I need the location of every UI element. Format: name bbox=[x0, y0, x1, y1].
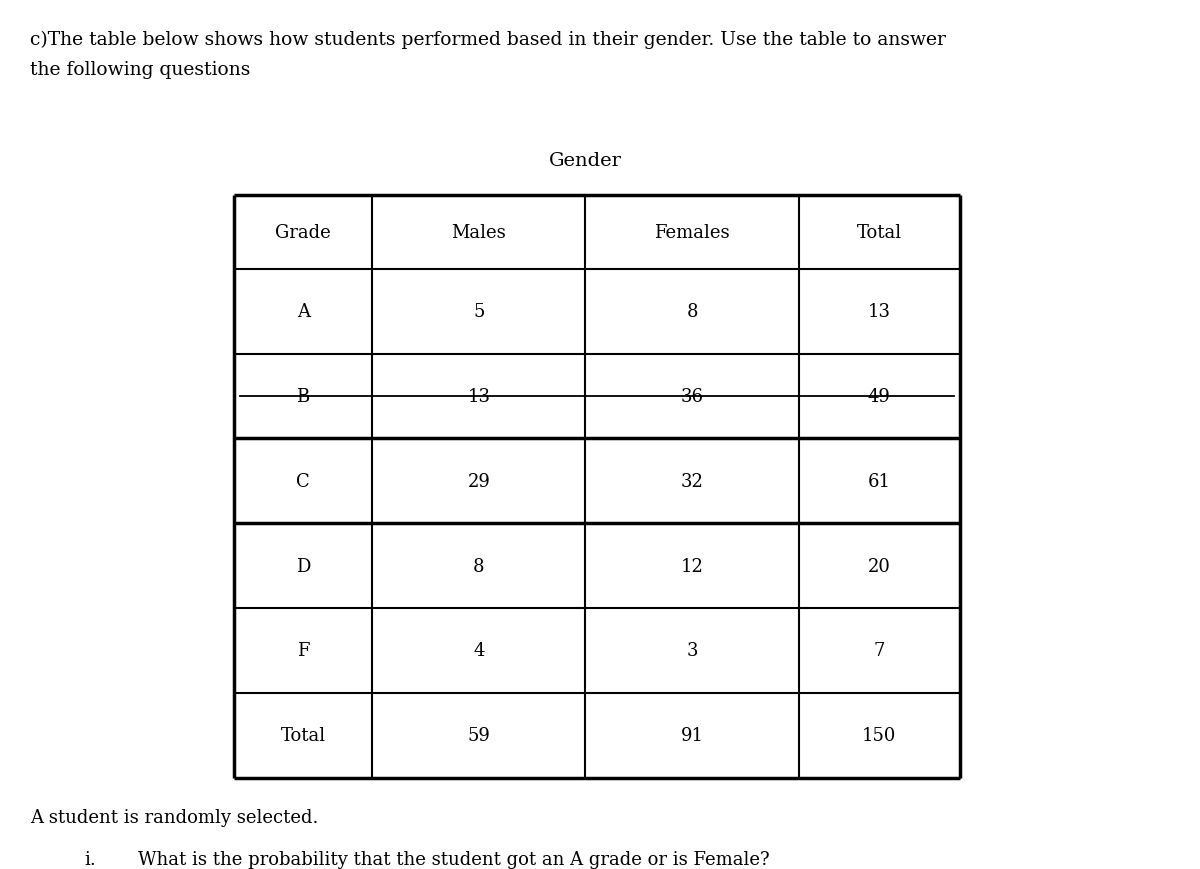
Text: Total: Total bbox=[281, 726, 325, 745]
Text: Females: Females bbox=[654, 223, 730, 242]
Text: 5: 5 bbox=[473, 302, 485, 321]
Text: c)The table below shows how students performed based in their gender. Use the ta: c)The table below shows how students per… bbox=[30, 30, 946, 49]
Text: 8: 8 bbox=[473, 557, 485, 575]
Text: 49: 49 bbox=[868, 388, 890, 406]
Text: 36: 36 bbox=[680, 388, 703, 406]
Text: A: A bbox=[296, 302, 310, 321]
Text: 91: 91 bbox=[680, 726, 703, 745]
Text: 59: 59 bbox=[468, 726, 491, 745]
Text: Total: Total bbox=[857, 223, 902, 242]
Text: 150: 150 bbox=[862, 726, 896, 745]
Text: B: B bbox=[296, 388, 310, 406]
Text: Grade: Grade bbox=[275, 223, 331, 242]
Text: 3: 3 bbox=[686, 641, 698, 660]
Text: Males: Males bbox=[451, 223, 506, 242]
Text: Gender: Gender bbox=[550, 151, 622, 169]
Text: D: D bbox=[296, 557, 311, 575]
Text: the following questions: the following questions bbox=[30, 61, 251, 79]
Text: 32: 32 bbox=[680, 472, 703, 490]
Text: 4: 4 bbox=[473, 641, 485, 660]
Text: 8: 8 bbox=[686, 302, 698, 321]
Text: 13: 13 bbox=[467, 388, 491, 406]
Text: What is the probability that the student got an A grade or is Female?: What is the probability that the student… bbox=[138, 850, 769, 868]
Text: 20: 20 bbox=[868, 557, 890, 575]
Text: 29: 29 bbox=[468, 472, 491, 490]
Text: 13: 13 bbox=[868, 302, 890, 321]
Text: F: F bbox=[296, 641, 310, 660]
Text: 61: 61 bbox=[868, 472, 890, 490]
Text: A student is randomly selected.: A student is randomly selected. bbox=[30, 808, 318, 826]
Text: 7: 7 bbox=[874, 641, 886, 660]
Text: 12: 12 bbox=[680, 557, 703, 575]
Text: C: C bbox=[296, 472, 310, 490]
Text: i.: i. bbox=[84, 850, 96, 868]
